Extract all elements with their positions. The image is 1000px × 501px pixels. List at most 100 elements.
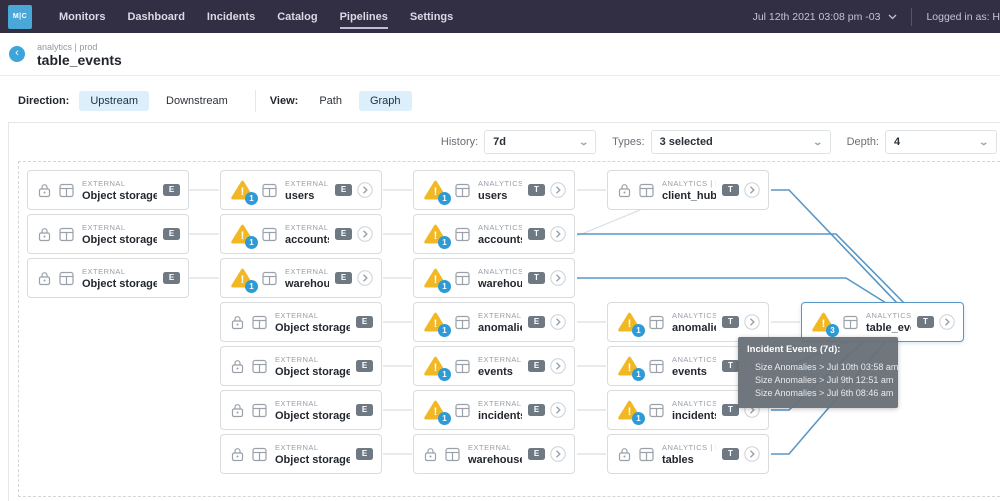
node-schema-label: ANALYTICS | PROD_... (478, 222, 522, 232)
expand-node-button[interactable] (744, 314, 760, 330)
lineage-node[interactable]: EXTERNAL Object storage E (220, 302, 382, 342)
downstream-button[interactable]: Downstream (166, 95, 228, 107)
node-name-label: Object storage (275, 321, 350, 334)
incident-tooltip-title: Incident Events (7d): (747, 344, 841, 355)
expand-node-button[interactable] (550, 226, 566, 242)
node-icons (618, 183, 654, 198)
nav-item-settings[interactable]: Settings (409, 10, 454, 23)
lineage-node[interactable]: ANALYTICS | PROD_...tables T (607, 434, 769, 474)
table-icon (455, 359, 470, 373)
lineage-node[interactable]: EXTERNAL Object storage E (220, 346, 382, 386)
table-icon (445, 447, 460, 461)
node-icons: ! 1 (424, 356, 470, 381)
expand-node-button[interactable] (550, 402, 566, 418)
lineage-node[interactable]: EXTERNAL Object storage E (27, 258, 189, 298)
incident-count-badge: 1 (438, 192, 451, 205)
expand-node-button[interactable] (357, 182, 373, 198)
lineage-node[interactable]: EXTERNALwarehouse_tables E (413, 434, 575, 474)
node-name-label: incidents (672, 409, 716, 422)
node-name-label: Object storage (275, 409, 350, 422)
app-logo[interactable]: M|C (8, 4, 32, 29)
node-icons: ! 1 (424, 180, 470, 205)
lineage-node[interactable]: ! 1 EXTERNAL incidents E (413, 390, 575, 430)
lineage-node[interactable]: !1 ANALYTICS | PROD_...users T (413, 170, 575, 210)
node-name-label: anomalies (672, 321, 716, 334)
node-text: EXTERNALwarehouse (285, 267, 329, 290)
incident-tooltip: Incident Events (7d): Size Anomalies > J… (738, 337, 898, 408)
nav-item-incidents[interactable]: Incidents (206, 10, 256, 23)
node-schema-label: EXTERNAL (82, 266, 126, 276)
node-text: EXTERNAL incidents (478, 399, 522, 422)
expand-node-button[interactable] (550, 358, 566, 374)
table-icon (455, 315, 470, 329)
lineage-node[interactable]: ! 1 EXTERNAL accounts E (220, 214, 382, 254)
upstream-button[interactable]: Upstream (79, 91, 150, 111)
svg-text:!: ! (434, 318, 438, 330)
lineage-node[interactable]: ANALYTICS | PRODclient_hub T (607, 170, 769, 210)
lineage-node[interactable]: EXTERNAL Object storage E (220, 434, 382, 474)
incident-count-badge: 1 (632, 324, 645, 337)
expand-node-button[interactable] (550, 446, 566, 462)
node-schema-label: ANALYTICS | PROD_... (672, 398, 716, 408)
table-icon (252, 359, 267, 373)
nav-item-dashboard[interactable]: Dashboard (127, 10, 185, 23)
node-text: ANALYTICS | PROD_...accounts (478, 223, 522, 246)
node-text: EXTERNAL users (285, 179, 329, 202)
top-navbar: M|C Monitors Dashboard Incidents Catalog Pip… (0, 0, 1000, 33)
node-icons (38, 271, 74, 286)
lineage-node[interactable]: !3 ANALYTICS | PRODtable_events T (801, 302, 964, 342)
expand-node-button[interactable] (744, 446, 760, 462)
expand-node-button[interactable] (550, 270, 566, 286)
table-icon (649, 359, 664, 373)
lineage-node[interactable]: !1 EXTERNALwarehouse E (220, 258, 382, 298)
lineage-node[interactable]: !1 ANALYTICS | PROD_...warehouse T (413, 258, 575, 298)
types-label: Types: (612, 136, 645, 148)
expand-node-button[interactable] (550, 314, 566, 330)
expand-node-button[interactable] (550, 182, 566, 198)
svg-text:!: ! (434, 230, 438, 242)
incident-count-badge: 1 (632, 368, 645, 381)
node-icons: ! 1 (424, 224, 470, 249)
type-badge: E (163, 228, 180, 240)
expand-node-button[interactable] (744, 182, 760, 198)
expand-node-button[interactable] (357, 226, 373, 242)
lineage-node[interactable]: !1 ANALYTICS | PROD_...anomalies T (607, 302, 769, 342)
expand-node-button[interactable] (939, 314, 955, 330)
type-badge: E (356, 360, 373, 372)
lock-icon (618, 183, 631, 197)
lineage-node[interactable]: EXTERNAL Object storage E (220, 390, 382, 430)
depth-select[interactable]: 4 ⌄ (885, 130, 997, 154)
lineage-node[interactable]: EXTERNAL Object storage E (27, 170, 189, 210)
node-icons (231, 315, 267, 330)
path-view-button[interactable]: Path (319, 95, 342, 107)
node-icons: ! 1 (231, 268, 277, 293)
node-text: EXTERNAL Object storage (275, 443, 350, 466)
type-badge: T (722, 448, 739, 460)
node-name-label: warehouse (285, 277, 329, 290)
types-select[interactable]: 3 selected ⌄ (650, 130, 831, 154)
svg-text:!: ! (434, 362, 438, 374)
graph-view-button[interactable]: Graph (358, 91, 412, 111)
nav-item-monitors[interactable]: Monitors (59, 10, 106, 23)
datetime-picker[interactable]: Jul 12th 2021 03:08 pm -03 (753, 11, 898, 23)
expand-chevron-icon (939, 314, 955, 330)
types-value: 3 selected (659, 136, 713, 148)
lineage-node[interactable]: !1 ANALYTICS | PROD_...accounts T (413, 214, 575, 254)
table-icon (639, 183, 654, 197)
node-text: ANALYTICS | PRODtable_events (866, 311, 911, 334)
expand-node-button[interactable] (357, 270, 373, 286)
back-button[interactable]: ‹ (9, 46, 25, 62)
lineage-node[interactable]: ! 1 EXTERNAL events E (413, 346, 575, 386)
lineage-node[interactable]: !1 EXTERNALanomalies E (413, 302, 575, 342)
history-select[interactable]: 7d ⌄ (484, 130, 597, 154)
lineage-node[interactable]: ! 1 EXTERNAL users E (220, 170, 382, 210)
type-badge: E (356, 448, 373, 460)
lineage-node[interactable]: EXTERNAL Object storage E (27, 214, 189, 254)
type-badge: E (335, 228, 352, 240)
node-icons: ! 1 (231, 180, 277, 205)
graph-canvas[interactable] (18, 161, 1000, 497)
nav-item-pipelines[interactable]: Pipelines (339, 5, 388, 29)
nav-item-catalog[interactable]: Catalog (277, 10, 318, 23)
svg-text:!: ! (241, 274, 245, 286)
